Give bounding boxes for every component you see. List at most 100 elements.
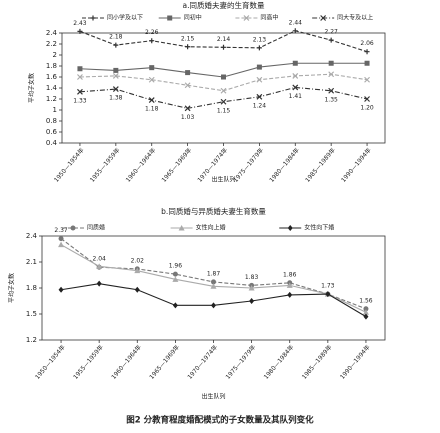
data-label: 1.33 <box>73 97 87 104</box>
data-label: 2.06 <box>360 40 374 47</box>
y-tick-label: 2.2 <box>46 40 57 48</box>
marker <box>256 93 263 100</box>
marker <box>221 44 226 50</box>
legend-label: 女性向上婚 <box>196 224 226 232</box>
data-label: 2.26 <box>145 29 159 36</box>
data-label: 1.41 <box>289 93 303 100</box>
legend-label: 同初中 <box>184 14 202 22</box>
data-label: 2.37 <box>54 227 68 234</box>
x-tick-label: 1970—1974年 <box>186 343 219 381</box>
marker <box>328 87 335 94</box>
marker <box>287 291 293 298</box>
marker <box>58 286 64 293</box>
marker <box>328 71 335 78</box>
marker <box>58 241 65 248</box>
marker <box>185 70 191 76</box>
marker <box>113 67 119 73</box>
marker <box>77 28 83 34</box>
x-tick-label: 1965—1969年 <box>160 146 193 184</box>
marker <box>292 84 299 91</box>
marker <box>134 286 140 293</box>
data-label: 2.18 <box>109 34 123 41</box>
x-tick-label: 1950—1954年 <box>52 146 85 184</box>
y-tick-label: 1.2 <box>46 95 57 103</box>
marker <box>172 276 179 282</box>
data-label: 2.43 <box>73 20 87 27</box>
legend-label: 同质婚 <box>87 224 105 232</box>
series-line <box>79 86 368 109</box>
marker <box>70 225 76 231</box>
data-label: 1.38 <box>109 95 123 102</box>
marker <box>149 65 155 71</box>
y-tick-label: 2 <box>53 51 57 59</box>
marker <box>363 306 369 312</box>
x-tick-label: 1975—1979年 <box>224 343 257 381</box>
marker <box>320 15 327 21</box>
marker <box>328 37 334 43</box>
marker <box>243 15 250 21</box>
marker <box>210 283 217 289</box>
marker <box>149 38 155 44</box>
data-label: 2.27 <box>324 29 338 36</box>
marker <box>90 15 96 21</box>
x-tick-label: 1960—1964年 <box>124 146 157 184</box>
marker <box>184 105 191 112</box>
data-label: 1.15 <box>217 107 231 114</box>
x-tick-label: 1950—1954年 <box>33 343 66 381</box>
marker <box>364 76 370 83</box>
legend-label: 同高中 <box>260 14 278 22</box>
marker <box>256 76 263 83</box>
legend-label: 同大专及以上 <box>337 14 373 22</box>
marker <box>325 291 331 298</box>
caption: 图2 分教育程度婚配模式的子女数量及其队列变化 <box>126 415 314 426</box>
marker <box>364 49 370 55</box>
data-label: 1.87 <box>207 270 221 277</box>
marker <box>256 45 262 51</box>
marker <box>134 267 141 274</box>
data-label: 2.44 <box>289 19 303 26</box>
marker <box>292 60 298 66</box>
data-label: 1.73 <box>321 283 335 290</box>
marker <box>292 72 299 79</box>
data-label: 1.86 <box>283 271 297 278</box>
data-label: 1.96 <box>169 263 183 270</box>
data-label: 1.20 <box>360 105 374 112</box>
marker <box>148 97 155 104</box>
marker <box>364 96 370 102</box>
y-tick-label: 1 <box>53 106 57 114</box>
marker <box>77 66 83 72</box>
x-tick-label: 1980—1984年 <box>262 343 295 381</box>
x-tick-label: 1960—1964年 <box>109 343 142 381</box>
y-tick-label: 0.8 <box>46 117 57 125</box>
legend-label: 同小学及以下 <box>107 14 143 22</box>
x-axis-label: 出生队列 <box>211 176 235 184</box>
data-label: 2.04 <box>92 256 106 263</box>
x-tick-label: 1990—1994年 <box>339 146 372 184</box>
marker <box>96 263 103 269</box>
marker <box>363 313 369 320</box>
x-tick-label: 1980—1984年 <box>267 146 300 184</box>
marker <box>148 76 155 83</box>
marker <box>292 28 298 34</box>
marker <box>362 309 369 315</box>
marker <box>364 60 370 66</box>
y-tick-label: 0.6 <box>46 128 58 136</box>
data-label: 1.35 <box>324 96 338 103</box>
marker <box>167 15 173 21</box>
marker <box>172 271 178 277</box>
marker <box>248 285 255 291</box>
marker <box>221 74 226 80</box>
x-tick-label: 1975—1979年 <box>232 146 265 184</box>
marker <box>185 44 191 50</box>
chart-title: a.同质婚夫妻的生育数量 <box>183 0 265 10</box>
data-label: 2.02 <box>131 257 145 264</box>
data-label: 2.14 <box>217 36 231 43</box>
marker <box>211 302 216 309</box>
x-tick-label: 1965—1969年 <box>148 343 181 381</box>
marker <box>112 86 119 93</box>
chart-title: b.同质婚与异质婚夫妻生育数量 <box>161 206 266 216</box>
marker <box>256 64 262 70</box>
y-tick-label: 1.6 <box>46 73 58 81</box>
marker <box>220 87 227 94</box>
